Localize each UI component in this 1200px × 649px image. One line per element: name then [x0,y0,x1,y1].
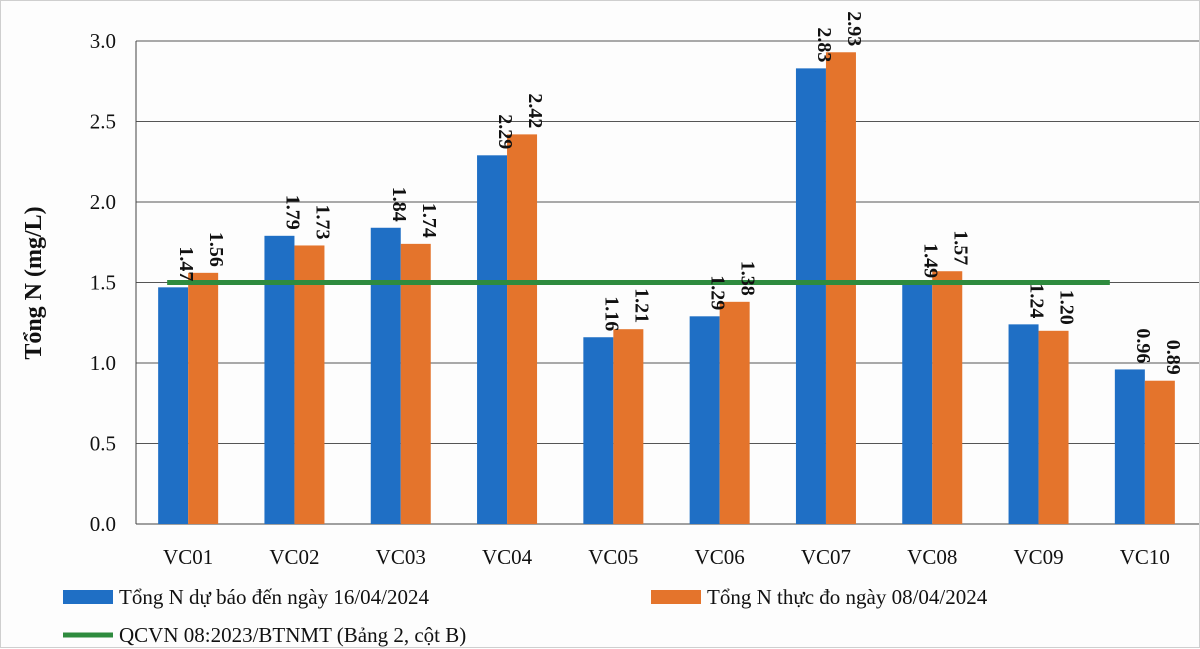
data-label: 1.57 [949,230,971,265]
data-label: 2.42 [524,93,546,128]
data-label: 1.84 [388,187,410,222]
bar-forecast [264,235,295,524]
bar-measured [294,245,325,524]
y-tick-label: 0.0 [90,512,116,536]
bar-measured [507,134,538,524]
data-label: 0.89 [1162,340,1184,375]
legend: Tổng N dự báo đến ngày 16/04/2024 Tổng N … [63,585,988,647]
y-tick-label: 2.5 [90,110,116,134]
data-label: 2.83 [813,27,835,62]
bar-measured [400,243,431,525]
data-label: 1.21 [630,288,652,323]
bars [158,52,1175,525]
x-tick-label: VC02 [269,545,319,569]
y-tick-label: 0.5 [90,432,116,456]
bar-forecast [902,284,933,524]
bar-forecast [158,287,189,524]
bar-forecast [1008,324,1039,524]
data-labels: 1.47 1.56 1.79 1.73 1.84 1.74 2.29 2.42 1.16 1.21… [175,11,1184,374]
y-tick-label: 1.0 [90,351,116,375]
data-label: 0.96 [1132,328,1154,363]
y-tick-label: 2.0 [90,190,116,214]
x-tick-label: VC10 [1120,545,1170,569]
bar-measured [719,301,750,524]
y-tick-label: 3.0 [90,29,116,53]
legend-reference-label: QCVN 08:2023/BTNMT (Bảng 2, cột B) [119,623,466,647]
bar-measured [1144,380,1175,524]
bar-forecast [795,68,826,525]
legend-forecast-label: Tổng N dự báo đến ngày 16/04/2024 [119,585,430,609]
data-label: 1.56 [205,232,227,267]
bar-forecast [370,227,401,524]
y-tick-label: 1.5 [90,271,116,295]
x-tick-label: VC03 [376,545,426,569]
data-label: 1.38 [737,261,759,296]
data-label: 2.93 [843,11,865,46]
bar-measured [188,272,219,524]
data-label: 1.79 [281,195,303,230]
bar-measured [825,52,856,525]
data-label: 2.29 [494,114,516,149]
x-tick-label: VC04 [482,545,533,569]
bar-forecast [477,155,508,524]
x-tick-label: VC07 [801,545,851,569]
y-axis-label: Tổng N (mg/L) [21,206,47,359]
legend-measured-swatch [651,590,701,604]
bar-forecast [583,337,614,524]
x-tick-label: VC09 [1013,545,1063,569]
data-label: 1.47 [175,246,197,281]
bar-forecast [689,316,720,524]
data-label: 1.73 [311,204,333,239]
x-tick-label: VC08 [907,545,957,569]
bar-forecast [1114,369,1145,524]
bar-measured [1038,330,1069,524]
y-axis-ticks: 0.0 0.5 1.0 1.5 2.0 2.5 3.0 [90,29,116,536]
bar-measured [932,271,963,524]
legend-forecast-swatch [63,590,113,604]
x-tick-label: VC06 [695,545,745,569]
data-label: 1.24 [1026,283,1048,318]
x-tick-label: VC01 [163,545,213,569]
data-label: 1.49 [919,243,941,278]
x-axis-ticks: VC01 VC02 VC03 VC04 VC05 VC06 VC07 VC08 VC09 VC10 [163,545,1170,569]
data-label: 1.74 [418,203,440,238]
data-label: 1.16 [600,296,622,331]
data-label: 1.20 [1056,290,1078,325]
x-tick-label: VC05 [588,545,638,569]
bar-measured [613,329,644,524]
legend-measured-label: Tổng N thực đo ngày 08/04/2024 [707,585,988,609]
data-label: 1.29 [707,275,729,310]
